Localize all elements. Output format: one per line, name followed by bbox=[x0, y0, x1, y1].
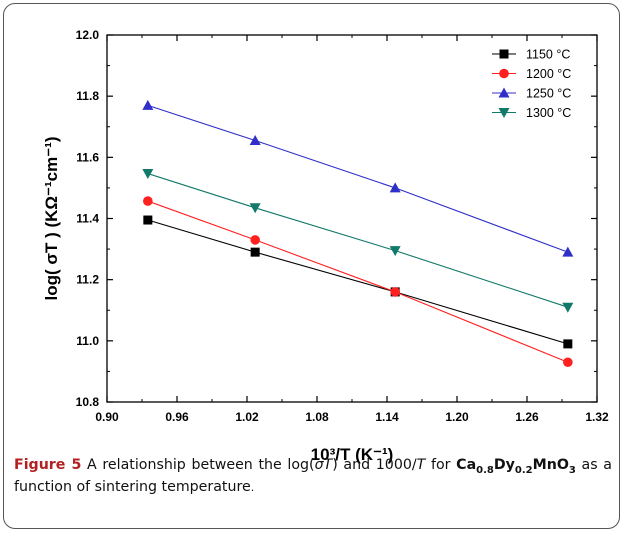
y-tick-label: 11.8 bbox=[76, 89, 99, 103]
data-point bbox=[250, 247, 260, 257]
formula-sub-3: 3 bbox=[568, 464, 576, 476]
x-tick-label: 1.08 bbox=[305, 410, 329, 424]
caption-sigma-t: σT bbox=[314, 457, 333, 473]
legend-marker bbox=[499, 49, 509, 59]
data-point bbox=[249, 135, 261, 146]
y-tick-label: 11.0 bbox=[76, 334, 99, 348]
caption-text-d: as a function of sintering temperature bbox=[14, 457, 612, 495]
legend-label: 1300 °C bbox=[526, 106, 571, 120]
x-tick-label: 1.20 bbox=[445, 410, 469, 424]
caption-text-a: A relationship between the log( bbox=[87, 457, 315, 473]
x-tick-label: 0.96 bbox=[165, 410, 189, 424]
formula-sub-1: 0.8 bbox=[476, 464, 494, 476]
legend-label: 1250 °C bbox=[526, 87, 571, 101]
x-tick-label: 1.32 bbox=[585, 410, 609, 424]
legend-marker bbox=[499, 68, 509, 79]
legend-marker bbox=[498, 87, 510, 98]
series-line bbox=[147, 200, 569, 363]
formula-mno: MnO bbox=[532, 457, 569, 473]
formula-dy: Dy bbox=[493, 457, 515, 473]
data-point bbox=[249, 203, 261, 214]
data-point bbox=[563, 339, 573, 349]
data-point bbox=[562, 302, 574, 313]
y-tick-label: 11.6 bbox=[76, 150, 99, 164]
data-point bbox=[390, 287, 400, 297]
series-line bbox=[147, 173, 569, 308]
x-tick-label: 1.02 bbox=[235, 410, 259, 424]
data-point bbox=[563, 357, 573, 368]
data-point bbox=[143, 196, 153, 206]
data-point bbox=[562, 246, 574, 257]
y-tick-label: 12.0 bbox=[76, 28, 100, 42]
data-point bbox=[389, 182, 401, 193]
caption-t: T bbox=[416, 457, 426, 473]
formula-ca: Ca bbox=[456, 457, 477, 473]
caption-text-c: for bbox=[425, 457, 451, 473]
data-point bbox=[143, 215, 153, 225]
legend-label: 1200 °C bbox=[526, 67, 571, 81]
caption-end: . bbox=[250, 481, 255, 494]
y-tick-label: 10.8 bbox=[76, 395, 100, 409]
y-tick-label: 11.4 bbox=[76, 212, 99, 226]
figure-caption: Figure 5 A relationship between the log(… bbox=[14, 454, 612, 499]
data-point bbox=[142, 99, 154, 110]
x-tick-label: 1.26 bbox=[515, 410, 539, 424]
plot-area bbox=[106, 34, 598, 403]
caption-label: Figure 5 bbox=[14, 457, 82, 473]
data-point bbox=[250, 235, 260, 245]
legend-marker bbox=[498, 108, 510, 118]
series-line bbox=[147, 104, 569, 253]
legend-label: 1150 °C bbox=[526, 48, 570, 62]
data-point bbox=[389, 246, 401, 257]
caption-formula: Ca0.8Dy0.2MnO3 bbox=[456, 457, 576, 476]
y-tick-label: 11.2 bbox=[76, 273, 99, 287]
x-tick-label: 0.90 bbox=[95, 410, 119, 424]
x-tick-label: 1.14 bbox=[375, 410, 399, 424]
series-line bbox=[147, 219, 568, 345]
caption-text-b: ) and 1000/ bbox=[332, 457, 417, 473]
x-axis-label: 10³/T (K⁻¹) bbox=[311, 445, 394, 464]
data-point bbox=[142, 169, 154, 180]
formula-sub-2: 0.2 bbox=[514, 464, 533, 476]
figure-frame bbox=[3, 3, 620, 529]
y-axis-label: log( σT ) (KΩ⁻¹cm⁻¹) bbox=[42, 136, 61, 300]
